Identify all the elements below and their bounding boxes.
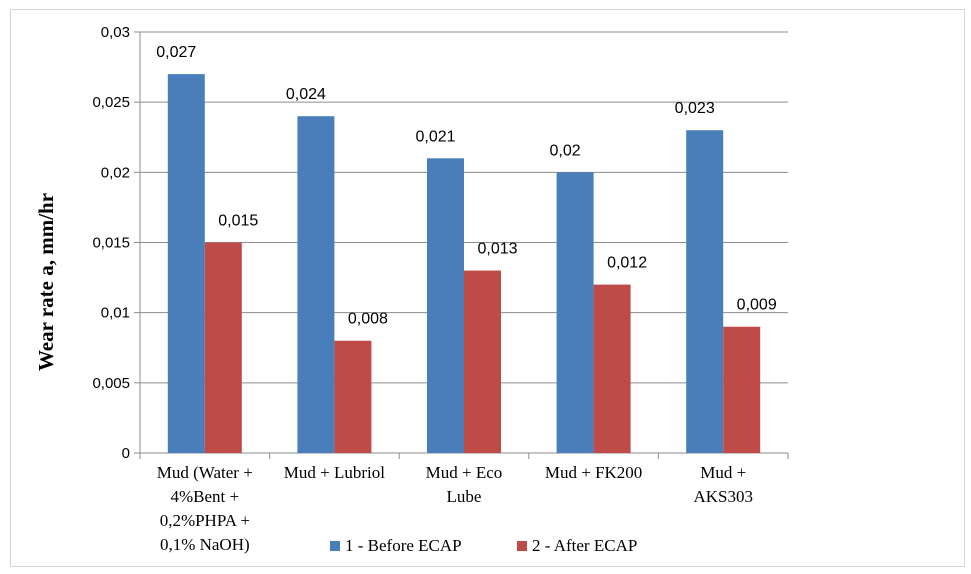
y-tick-label: 0 bbox=[122, 445, 130, 462]
data-label: 0,023 bbox=[675, 100, 715, 117]
bar bbox=[334, 340, 372, 453]
bar bbox=[427, 158, 464, 454]
y-axis-title: Wear rate a, mm/hr bbox=[34, 193, 58, 371]
x-category-label: 4%Bent + bbox=[170, 487, 239, 506]
y-tick-label: 0,02 bbox=[101, 164, 130, 181]
bar bbox=[464, 270, 501, 453]
data-labels: 0,027 0,015 0,024 0,008 0,021 0,013 0,02 0,012 0… bbox=[156, 44, 777, 328]
legend-swatch bbox=[330, 541, 340, 551]
x-category-label: Mud + Eco bbox=[426, 463, 503, 482]
bars bbox=[167, 74, 761, 454]
legend: 1 - Before ECAP 2 - After ECAP bbox=[330, 536, 637, 555]
x-category-label: Mud + Lubriol bbox=[284, 463, 385, 482]
x-axis-categories: Mud (Water + 4%Bent + 0,2%PHPA + 0,1% NaOH)… bbox=[157, 463, 753, 554]
legend-label: 1 - Before ECAP bbox=[345, 536, 462, 555]
bar bbox=[556, 172, 594, 454]
x-category-label: Lube bbox=[447, 487, 482, 506]
x-category-label: 0,2%PHPA + bbox=[160, 511, 250, 530]
y-tick-label: 0,005 bbox=[92, 375, 130, 392]
data-label: 0,008 bbox=[348, 311, 388, 328]
legend-label: 2 - After ECAP bbox=[532, 536, 637, 555]
bar bbox=[204, 242, 242, 453]
y-tick-label: 0,01 bbox=[101, 305, 130, 322]
data-label: 0,021 bbox=[415, 128, 455, 145]
data-label: 0,027 bbox=[156, 44, 196, 61]
x-category-label: Mud + bbox=[700, 463, 746, 482]
bar bbox=[167, 74, 205, 453]
y-tick-label: 0,03 bbox=[101, 24, 130, 41]
data-label: 0,024 bbox=[286, 86, 326, 103]
legend-swatch bbox=[517, 541, 527, 551]
data-label: 0,015 bbox=[218, 213, 258, 230]
data-label: 0,012 bbox=[607, 255, 647, 272]
y-axis-ticks: 0 0,005 0,01 0,015 0,02 0,025 0,03 bbox=[92, 24, 789, 462]
bar bbox=[297, 116, 335, 453]
data-label: 0,013 bbox=[477, 241, 517, 258]
x-category-label: 0,1% NaOH) bbox=[160, 535, 250, 554]
bar bbox=[593, 284, 631, 453]
data-label: 0,009 bbox=[737, 297, 777, 314]
x-category-label: Mud (Water + bbox=[157, 463, 253, 482]
y-tick-label: 0,015 bbox=[92, 235, 130, 252]
x-category-label: Mud + FK200 bbox=[545, 463, 642, 482]
legend-item: 2 - After ECAP bbox=[517, 536, 637, 555]
x-category-label: AKS303 bbox=[693, 487, 753, 506]
bar bbox=[723, 326, 761, 453]
y-tick-label: 0,025 bbox=[92, 94, 130, 111]
legend-item: 1 - Before ECAP bbox=[330, 536, 462, 555]
data-label: 0,02 bbox=[550, 142, 581, 159]
bar bbox=[686, 130, 724, 453]
